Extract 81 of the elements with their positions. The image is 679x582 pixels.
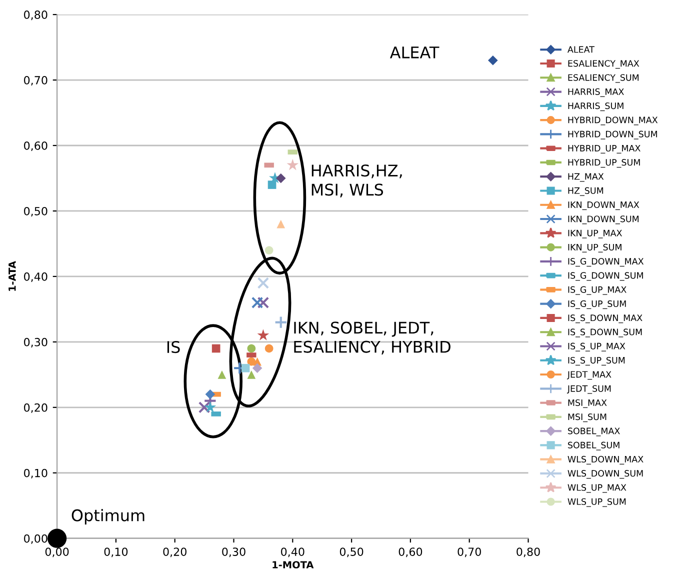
legend-label: WLS_DOWN_MAX: [568, 456, 644, 464]
legend-label: WLS_UP_MAX: [568, 484, 626, 493]
legend-label: IKN_UP_SUM: [568, 244, 622, 252]
y-tick-label: 0,40: [24, 272, 48, 282]
legend-label: ESALIENCY_MAX: [568, 60, 640, 69]
x-tick-label: 0,30: [222, 548, 246, 558]
x-tick-label: 0,10: [104, 548, 128, 558]
legend-label: HZ_SUM: [568, 187, 604, 196]
y-tick-label: 0,60: [24, 141, 48, 152]
legend-label: IS_G_DOWN_SUM: [568, 272, 643, 281]
point: [247, 357, 256, 366]
point: [251, 296, 264, 309]
y-tick-label: 0,80: [24, 10, 48, 20]
annotation: IS: [167, 341, 180, 354]
legend-label: HYBRID_DOWN_MAX: [568, 116, 658, 126]
x-tick-label: 0,50: [340, 548, 364, 558]
legend-label: HARRIS_SUM: [568, 102, 624, 112]
x-tick-label: 0,20: [163, 548, 186, 558]
point: [47, 528, 67, 548]
legend-label: ALEAT: [568, 46, 595, 53]
legend-label: MSI_SUM: [568, 413, 606, 422]
y-axis-title: 1-ATA: [8, 261, 16, 291]
point: [488, 55, 498, 66]
legend-label: IKN_UP_MAX: [568, 230, 622, 238]
legend-label: IKN_DOWN_SUM: [568, 216, 639, 224]
legend-label: IS_G_UP_SUM: [568, 300, 626, 309]
legend-label: IS_S_UP_SUM: [568, 356, 625, 366]
legend-label: HYBRID_UP_MAX: [568, 145, 640, 154]
legend-label: HYBRID_UP_SUM: [568, 159, 640, 168]
annotation: Optimum: [72, 509, 144, 524]
point: [247, 344, 256, 353]
annotation: HARRIS,HZ, MSI, WLS: [312, 164, 402, 198]
annotation: IKN, SOBEL, JEDT, ESALIENCY, HYBRID: [294, 322, 450, 354]
legend-label: WLS_DOWN_SUM: [568, 470, 643, 479]
y-tick-label: 0,30: [24, 338, 48, 348]
legend-label: WLS_UP_SUM: [568, 498, 626, 507]
y-tick-label: 0,10: [24, 468, 48, 478]
point: [264, 344, 274, 353]
point: [264, 246, 274, 254]
point: [286, 158, 299, 170]
legend-label: JEDT_SUM: [566, 385, 611, 394]
legend-label: MSI_MAX: [568, 399, 607, 408]
x-tick-label: 0,40: [281, 548, 304, 558]
point: [257, 277, 270, 289]
point: [205, 389, 216, 400]
point: [252, 363, 262, 374]
legend-label: HARRIS_MAX: [568, 88, 624, 97]
legend-label: IS_G_DOWN_MAX: [568, 258, 644, 267]
x-tick-label: 0,00: [45, 548, 69, 558]
x-tick-label: 0,80: [516, 548, 540, 558]
legend-label: SOBEL_SUM: [568, 442, 620, 450]
point: [257, 296, 270, 309]
point: [218, 370, 226, 379]
legend-label: JEDT_MAX: [566, 371, 612, 380]
legend-label: ESALIENCY_SUM: [568, 74, 639, 83]
legend-label: IKN_DOWN_MAX: [568, 201, 640, 210]
point: [241, 364, 250, 372]
y-tick-label: 0,50: [24, 206, 48, 216]
point: [276, 220, 286, 228]
point: [268, 180, 276, 189]
point: [274, 316, 288, 329]
legend-label: SOBEL_MAX: [568, 428, 620, 436]
legend-label: IS_S_DOWN_MAX: [568, 314, 642, 324]
legend-label: HZ_MAX: [568, 173, 604, 182]
point: [247, 370, 256, 379]
legend-label: IS_G_UP_MAX: [568, 286, 626, 295]
point: [257, 329, 270, 340]
point: [198, 401, 210, 414]
legend-label: IS_S_DOWN_SUM: [568, 328, 642, 338]
annotation: ALEAT: [390, 46, 440, 58]
y-tick-label: 0,70: [24, 76, 48, 86]
legend-label: HYBRID_DOWN_SUM: [568, 130, 657, 140]
point: [212, 344, 220, 353]
y-tick-label: 0,00: [24, 534, 48, 544]
point: [276, 173, 286, 184]
legend-label: IS_S_UP_MAX: [568, 342, 626, 352]
x-tick-label: 0,60: [398, 548, 422, 558]
x-tick-label: 0,70: [458, 548, 481, 558]
x-axis-title: 1-MOTA: [272, 561, 314, 568]
point: [204, 401, 216, 412]
y-tick-label: 0,20: [24, 403, 48, 413]
